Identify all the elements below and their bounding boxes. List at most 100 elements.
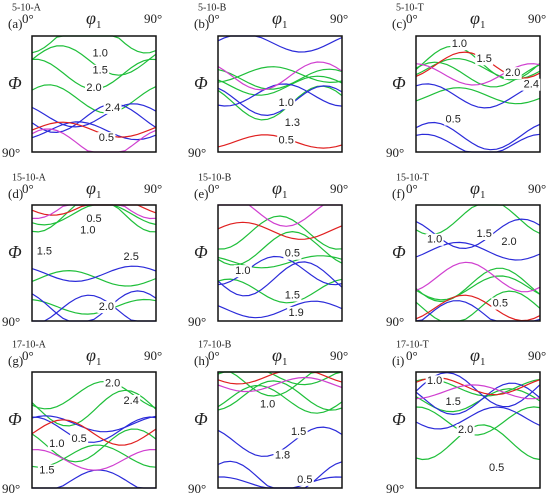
contour-label-bg [78, 224, 97, 237]
contour-label-bg [444, 396, 463, 409]
x-axis-label-sub: 1 [282, 19, 288, 31]
contour-label-bg [503, 67, 522, 80]
contour-label-bg [295, 473, 314, 486]
contour-line [31, 103, 157, 128]
odf-panel: 5-10-B (b)0° 90° φ1 Φ 90° 1.0 1.3 0.5 [188, 2, 348, 160]
panel-letter: (e) [194, 186, 208, 201]
x-axis-label-sub: 1 [282, 189, 288, 201]
contour-label: 0.5 [446, 113, 461, 125]
contour-label: 2.0 [505, 67, 520, 79]
contour-label-bg [273, 449, 292, 462]
contour-label-bg [122, 395, 141, 407]
contour-label-bg [425, 233, 444, 246]
x-axis-label-sub: 1 [96, 356, 102, 368]
contour-label-bg [425, 375, 444, 388]
x-axis-label: φ1 [470, 345, 485, 367]
contour-line [415, 241, 541, 261]
sample-label: 15-10-T [396, 172, 429, 183]
contour-label: 2.5 [124, 251, 139, 263]
y-end: 90° [2, 481, 20, 496]
contour-label-bg [283, 289, 302, 302]
contour-line [415, 133, 541, 153]
x-axis-label: φ1 [272, 178, 287, 200]
contour-line [217, 66, 343, 84]
contour-line [217, 300, 343, 319]
contour-label: 1.5 [291, 426, 306, 438]
panel-letter: (b) [194, 16, 209, 31]
odf-panel: 15-10-B (e) 0° 90° φ1 Φ 90° 0.5 1.0 1.5 1.9 [188, 172, 348, 329]
x-axis-label: φ1 [272, 8, 287, 30]
odf-panel: 17-10-B (h)0° 90° φ1 Φ 90° 1.0 1.51.8 0.5 [188, 339, 348, 496]
contour-label: 0.5 [493, 298, 508, 310]
contour-label-bg [91, 64, 110, 77]
contour-line [217, 230, 343, 266]
x-end: 90° [528, 11, 546, 26]
contour-line [217, 380, 343, 411]
x-axis-label: φ1 [86, 178, 101, 200]
panel-letter: (i) [392, 353, 404, 368]
contour-label-bg [287, 306, 306, 319]
panel-letter: (c) [392, 16, 406, 31]
contour-label: 2.0 [105, 378, 120, 390]
plot-frame [31, 35, 157, 153]
contour-line [31, 265, 157, 283]
panel-letter: (f) [392, 186, 405, 201]
sample-label: 5-10-B [198, 2, 227, 13]
contour-label-bg [122, 251, 141, 264]
contour-label-bg [47, 437, 66, 450]
contour-label: 2.0 [99, 301, 114, 313]
x-start: 0° [208, 181, 220, 196]
contour-label: 1.5 [285, 289, 300, 301]
x-end: 90° [528, 181, 546, 196]
contour-line [31, 121, 157, 141]
contour-label-bg [70, 433, 89, 446]
contour-line [31, 448, 156, 471]
y-axis-label: Φ [194, 409, 208, 429]
y-end: 90° [386, 314, 404, 329]
contour-label: 1.0 [235, 265, 250, 277]
y-end: 90° [188, 481, 206, 496]
y-end: 90° [188, 314, 206, 329]
x-start: 0° [406, 11, 418, 26]
contour-line [217, 255, 343, 269]
contour-line [217, 83, 343, 107]
contour-label: 1.0 [279, 97, 294, 109]
contour-label-bg [103, 377, 122, 390]
y-axis-label: Φ [392, 242, 406, 262]
contour-label: 2.4 [124, 395, 139, 407]
contour-line [217, 85, 343, 117]
contour-label: 0.5 [285, 248, 300, 260]
sample-label: 17-10-B [198, 339, 232, 350]
x-start: 0° [22, 348, 34, 363]
x-axis-label: φ1 [86, 345, 101, 367]
x-start: 0° [22, 181, 34, 196]
contour-line [217, 261, 343, 297]
x-axis-label-main: φ [470, 178, 480, 198]
y-end: 90° [188, 145, 206, 160]
x-axis-label-sub: 1 [480, 356, 486, 368]
contour-line [415, 83, 541, 109]
contour-label: 1.0 [427, 234, 442, 246]
x-axis-label-main: φ [86, 8, 96, 28]
contour-label-bg [500, 236, 518, 249]
x-axis-label-main: φ [470, 345, 480, 365]
contour-label-bg [85, 82, 103, 95]
contour-label-bg [475, 228, 494, 240]
contour-label-bg [456, 424, 475, 436]
contour-label-bg [85, 212, 103, 225]
sample-label: 15-10-A [12, 172, 47, 183]
odf-panel: 17-10-T (i) 0° 90° φ1 Φ 90° 1.0 1.5 2.0 0.5 [386, 339, 546, 496]
y-end: 90° [2, 314, 20, 329]
contour-label-bg [277, 134, 296, 147]
x-start: 0° [208, 348, 220, 363]
contour-label: 1.5 [93, 65, 108, 77]
y-axis-label: Φ [8, 242, 22, 262]
x-end: 90° [144, 181, 162, 196]
contour-label: 2.0 [458, 424, 473, 436]
contour-line [31, 103, 157, 134]
contour-line [31, 415, 157, 433]
x-axis-label-main: φ [470, 8, 480, 28]
contour-line [415, 382, 541, 416]
y-axis-label: Φ [8, 73, 22, 93]
